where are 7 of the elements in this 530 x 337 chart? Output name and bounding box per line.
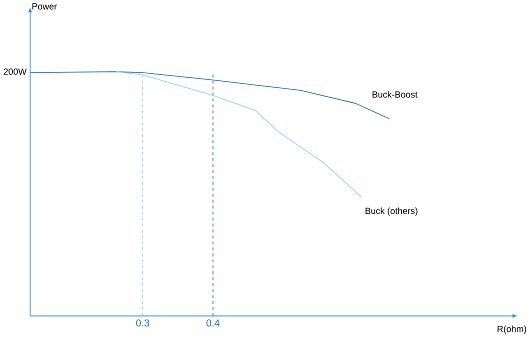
text: 200W xyxy=(4,68,27,75)
series-label: Buck-Boost xyxy=(372,91,418,98)
text: Power xyxy=(32,3,57,10)
x-axis-title: R(ohm) xyxy=(498,325,526,334)
series-label: Buck (others) xyxy=(366,207,418,216)
x-tick-label: 0.4 xyxy=(206,319,220,326)
x-tick-label: 0.3 xyxy=(136,319,150,326)
